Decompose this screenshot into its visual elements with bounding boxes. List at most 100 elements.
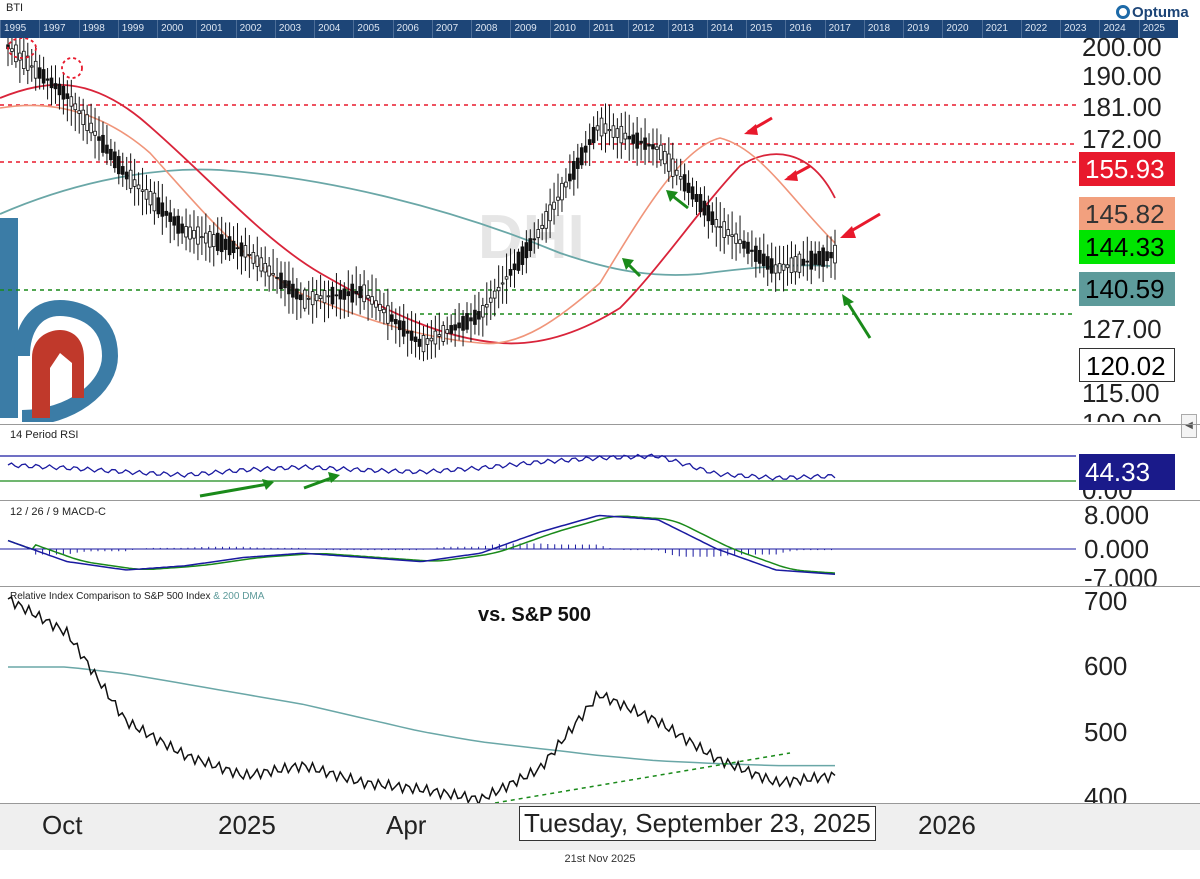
price-candle-body (441, 325, 446, 342)
price-candle-body (370, 296, 374, 305)
macd-tick: 0.000 (1084, 534, 1150, 564)
price-tick: 115.00 (1082, 378, 1160, 408)
price-chip-ma200: 140.59 (1079, 272, 1175, 306)
price-candle-body (560, 182, 564, 201)
price-candle-body (128, 169, 133, 189)
price-candle-body (302, 289, 307, 309)
overview-strip[interactable]: 1995 1997 1998 1999 2000 2001 2002 2003 2004 2005… (0, 20, 1178, 38)
overview-year: 2002 (235, 20, 275, 38)
overview-year: 2021 (981, 20, 1021, 38)
ma-50-line (0, 84, 836, 345)
price-candle-body (726, 229, 730, 237)
price-candle-body (496, 286, 501, 292)
ma-20-line (0, 104, 836, 345)
top-marker (61, 57, 83, 79)
symbol-label: BTI (6, 2, 24, 14)
price-candle-body (722, 221, 727, 238)
price-candle-body (516, 251, 521, 271)
price-tick: 172.00 (1082, 124, 1162, 154)
relative-title-suffix: & 200 DMA (213, 591, 265, 602)
price-candle-body (738, 239, 742, 244)
overview-year: 2025 (1138, 20, 1178, 38)
price-chip-ma20: 145.82 (1079, 197, 1175, 231)
price-candle-body (109, 148, 113, 161)
price-candle-body (168, 212, 173, 222)
rsi-title: 14 Period RSI (10, 429, 79, 441)
price-candle-body (310, 291, 315, 306)
price-candle-body (698, 194, 703, 213)
price-candle-body (682, 174, 687, 192)
overview-year: 1995 (0, 20, 39, 38)
rsi-divider (0, 424, 1200, 425)
price-panel[interactable]: DHI (0, 38, 1076, 422)
rsi-arrow-head (328, 472, 340, 483)
price-chip-ma50: 155.93 (1079, 152, 1175, 186)
price-candle-body (342, 288, 347, 300)
price-axis[interactable]: 200.00 190.00 181.00 172.00 127.00 115.0… (1076, 38, 1200, 422)
price-candle-body (631, 134, 635, 144)
price-candle-body (105, 144, 109, 154)
price-candle-body (409, 330, 414, 341)
price-candle-body (204, 232, 208, 244)
overview-year: 2005 (353, 20, 392, 38)
price-candle-body (338, 289, 343, 300)
price-candle-body (595, 125, 600, 131)
price-candle-body (41, 69, 46, 84)
overview-year: 2011 (588, 20, 628, 38)
price-candle-body (754, 245, 758, 262)
price-candle-body (318, 295, 323, 299)
rsi-panel[interactable] (0, 440, 1076, 500)
price-candle-body (813, 253, 818, 265)
relative-panel[interactable] (0, 587, 1076, 803)
overview-year: 2004 (314, 20, 353, 38)
price-candle-body (789, 257, 794, 273)
price-candle-body (200, 236, 204, 239)
x-axis-label: Oct (42, 810, 83, 840)
x-axis[interactable]: Oct 2025 Apr Tuesday, September 23, 2025… (0, 803, 1200, 850)
price-candle-body (500, 282, 505, 285)
price-candle-body (477, 311, 481, 320)
price-candle-body (508, 269, 513, 276)
price-candle-body (678, 176, 683, 180)
price-chip-last: 144.33 (1079, 230, 1175, 264)
price-candle-body (148, 191, 153, 206)
price-candle-body (833, 244, 837, 264)
price-candle-body (469, 317, 473, 322)
price-candle-body (25, 55, 30, 71)
price-candle-body (405, 330, 410, 334)
scroll-button[interactable]: ◀ (1181, 414, 1197, 438)
price-candle-body (192, 230, 196, 239)
price-candle-body (116, 156, 121, 175)
macd-panel[interactable] (0, 501, 1076, 585)
price-candle-body (564, 181, 568, 188)
price-candle-body (627, 135, 632, 140)
price-candle-body (89, 122, 93, 134)
price-candle-body (211, 234, 216, 248)
price-tick: 127.00 (1082, 314, 1162, 344)
x-axis-label: Apr (386, 810, 427, 840)
price-candle-body (33, 60, 38, 79)
price-candle-body (429, 337, 434, 342)
overview-year: 2024 (1099, 20, 1138, 38)
price-candle-body (484, 303, 489, 308)
price-candle-body (734, 233, 738, 244)
price-candle-body (227, 236, 232, 256)
relative-title-text: Relative Index Comparison to S&P 500 Ind… (10, 591, 211, 602)
price-candle-body (829, 251, 833, 259)
price-candle-body (453, 324, 457, 331)
price-candle-body (686, 182, 691, 193)
price-candle-body (667, 153, 671, 172)
price-candle-body (287, 280, 291, 295)
price-candle-body (279, 272, 283, 290)
price-candle-body (366, 295, 370, 299)
price-candle-body (449, 325, 453, 334)
price-candle-body (113, 151, 117, 169)
price-candle-body (504, 276, 509, 280)
price-candle-body (651, 144, 655, 150)
price-candle-body (619, 125, 624, 144)
price-candle-body (275, 277, 279, 279)
price-candle-body (358, 286, 362, 299)
relative-tick: 600 (1084, 651, 1128, 681)
price-candle-body (583, 145, 588, 153)
price-candle-body (473, 309, 477, 325)
